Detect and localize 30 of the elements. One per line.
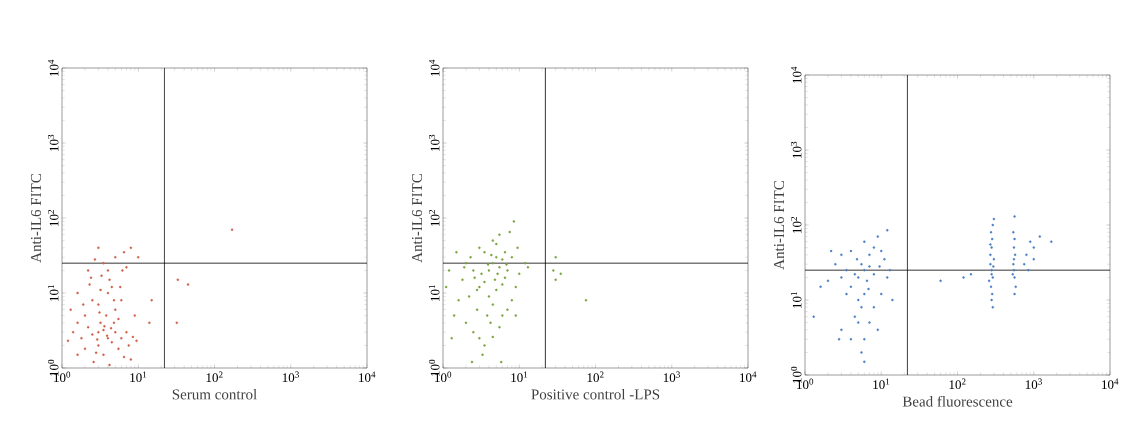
x-tick-label: 10$^{1}$	[873, 378, 890, 390]
y-tick-label: 10$^{2}$	[47, 209, 59, 226]
x-tick-label: 10$^{4}$	[1102, 378, 1119, 389]
y-tick-label: 10$^{3}$	[47, 134, 59, 151]
x-tick-label: 10$^{2}$	[949, 378, 966, 390]
x-tick-label: 10$^{3}$	[1025, 378, 1042, 390]
y-axis-title: Anti-IL6 FITC	[412, 174, 423, 263]
y-tick-label: 10$^{1}$	[47, 285, 59, 301]
x-tick-label: 10$^{4}$	[740, 371, 757, 382]
y-axis-title: Anti-IL6 FITC	[31, 174, 42, 263]
y-tick-label: 10$^{4}$	[791, 66, 802, 83]
y-tick-label: 10$^{1}$	[428, 285, 440, 301]
x-tick-label: 10$^{2}$	[587, 371, 604, 383]
x-tick-label: 10$^{3}$	[282, 371, 299, 383]
y-tick-label: 10$^{1}$	[790, 292, 802, 308]
x-tick-label: 10$^{2}$	[206, 371, 223, 383]
x-tick-label: 10$^{1}$	[130, 371, 147, 383]
x-tick-label: 10$^{4}$	[359, 371, 376, 382]
y-tick-label: 10$^{2}$	[790, 216, 802, 233]
y-tick-label: 10$^{4}$	[48, 59, 59, 76]
x-axis-title: Serum control	[172, 388, 257, 400]
y-tick-label: 10$^{3}$	[790, 141, 802, 158]
x-tick-label: 10$^{1}$	[511, 371, 528, 383]
x-tick-label: 10$^{3}$	[663, 371, 680, 383]
y-axis-title: Anti-IL6 FITC	[774, 181, 785, 270]
y-tick-label: 10$^{3}$	[428, 134, 440, 151]
y-tick-label: 10$^{4}$	[429, 59, 440, 76]
y-tick-label: 10$^{2}$	[428, 209, 440, 226]
x-axis-title: Positive control -LPS	[531, 388, 660, 400]
x-axis-title: Bead fluorescence	[902, 395, 1013, 407]
